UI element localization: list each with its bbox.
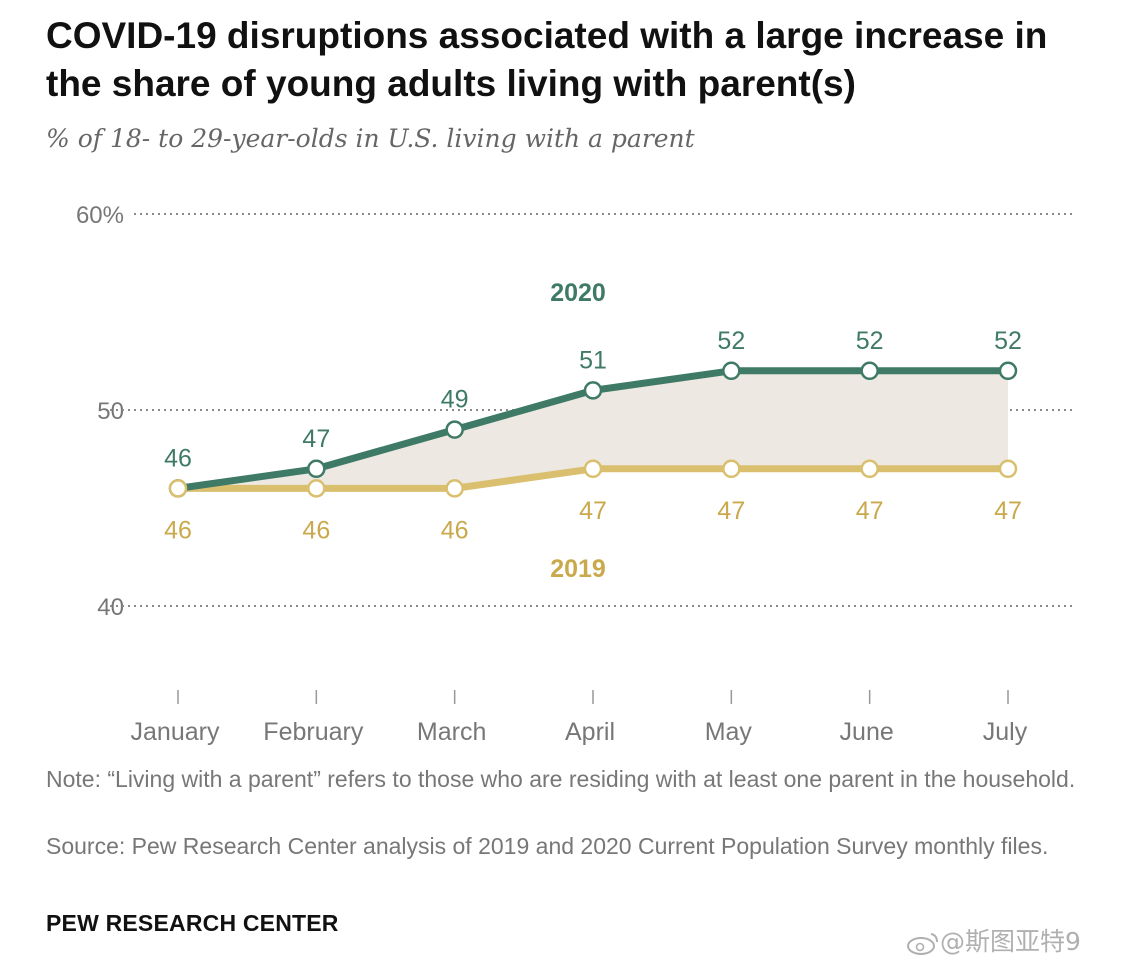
data-label-2020: 51	[579, 346, 607, 374]
x-tick-label: June	[840, 718, 894, 746]
data-label-2020: 52	[856, 327, 884, 355]
data-point-2019	[445, 479, 464, 498]
watermark: @斯图亚特9	[906, 922, 1081, 958]
gap-area	[178, 370, 1008, 489]
data-label-2019: 46	[164, 516, 192, 544]
data-label-2019: 47	[717, 497, 745, 525]
data-point-2019	[307, 479, 326, 498]
watermark-text: @斯图亚特9	[940, 927, 1081, 956]
data-point-2019	[583, 459, 603, 479]
data-point-2020	[583, 381, 603, 400]
series-label-2019: 2019	[550, 555, 606, 583]
data-point-2019	[722, 459, 741, 479]
data-label-2020: 47	[302, 425, 330, 453]
data-point-2019	[998, 459, 1018, 479]
data-label-2019: 46	[302, 516, 330, 544]
x-tick-label: May	[705, 718, 753, 746]
data-label-2020: 52	[717, 327, 745, 355]
chart-title: COVID-19 disruptions associated with a l…	[46, 15, 1048, 104]
x-tick-label: April	[565, 718, 615, 746]
data-point-2019	[168, 479, 188, 498]
y-tick-label: 60%	[76, 202, 124, 229]
weibo-icon	[907, 933, 938, 955]
chart-note: Note: “Living with a parent” refers to t…	[46, 766, 1076, 792]
data-point-2020	[998, 361, 1018, 381]
line-chart: 60% 50 40 46 47 49 51 52 52 52 46 46 46 47 47 47 47 2020 2…	[76, 202, 1075, 746]
x-tick-label: February	[263, 718, 364, 746]
x-tick-label: July	[983, 718, 1028, 746]
data-label-2019: 47	[579, 497, 607, 525]
data-label-2019: 47	[994, 497, 1022, 525]
data-point-2019	[860, 459, 879, 479]
chart-source: Source: Pew Research Center analysis of …	[46, 833, 1049, 859]
x-tick-label: March	[417, 718, 486, 746]
y-tick-label: 40	[97, 594, 124, 621]
brand-logo-text: PEW RESEARCH CENTER	[46, 910, 339, 936]
series-label-2020: 2020	[550, 279, 606, 307]
data-point-2020	[307, 459, 326, 479]
chart-subtitle: % of 18- to 29-year-olds in U.S. living …	[46, 124, 695, 153]
data-point-2020	[445, 420, 464, 439]
x-tick-label: January	[131, 718, 220, 746]
y-tick-label: 50	[97, 398, 124, 425]
data-point-2020	[860, 361, 879, 381]
data-label-2019: 46	[441, 516, 469, 544]
data-label-2019: 47	[856, 497, 884, 525]
data-label-2020: 49	[441, 386, 469, 414]
data-point-2020	[722, 361, 741, 381]
data-label-2020: 46	[164, 444, 192, 472]
data-label-2020: 52	[994, 327, 1022, 355]
